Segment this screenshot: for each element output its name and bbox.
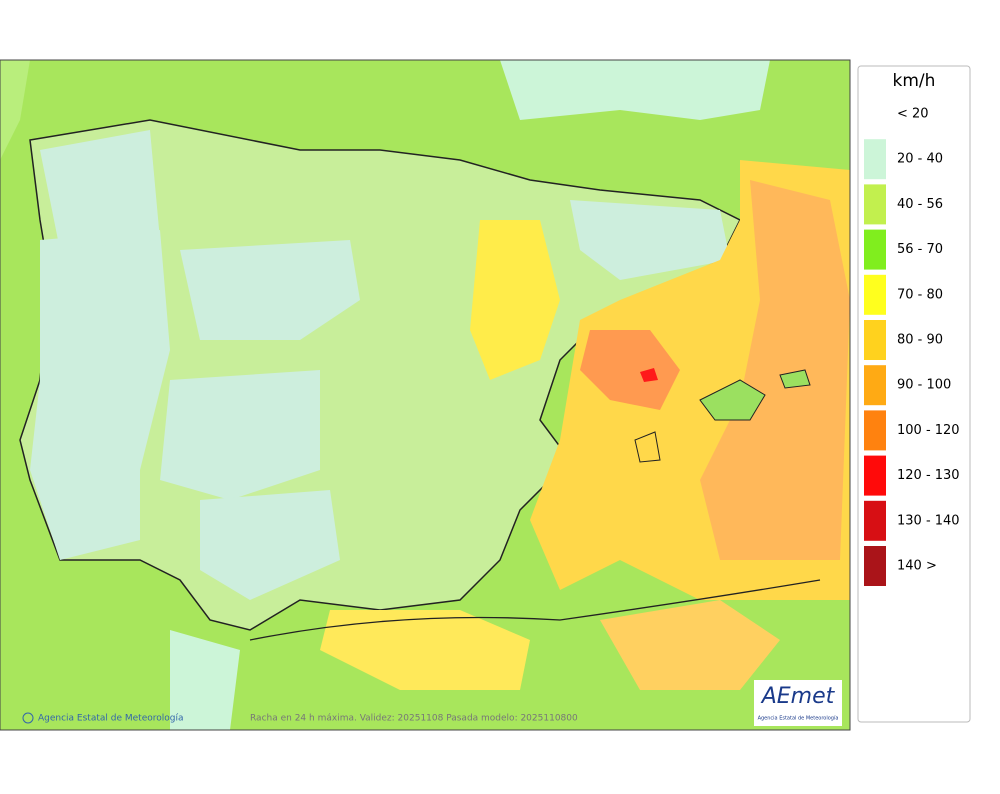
legend-swatch xyxy=(864,546,886,586)
legend-swatch xyxy=(864,365,886,406)
legend-swatch xyxy=(864,320,886,360)
logo-subtitle: Agencia Estatal de Meteorología xyxy=(758,715,839,722)
map: Agencia Estatal de Meteorología Racha en… xyxy=(0,59,851,731)
logo-box xyxy=(754,680,842,726)
caption: Racha en 24 h máxima. Validez: 20251108 … xyxy=(250,714,578,724)
portugal-calm xyxy=(30,230,170,560)
legend-swatch xyxy=(864,229,886,270)
legend-swatch xyxy=(864,500,886,541)
map-frame xyxy=(0,59,851,731)
legend: km/h < 20 20 - 40 40 - 56 56 - 70 70 - 80 80 … xyxy=(857,65,971,723)
copyright-icon xyxy=(22,712,34,724)
legend-label: 90 - 100 xyxy=(897,378,951,393)
very-strong-wind xyxy=(580,330,680,410)
very-strong-wind xyxy=(700,180,850,560)
legend-swatch xyxy=(864,184,886,225)
strong-wind xyxy=(470,220,560,380)
legend-label: < 20 xyxy=(897,107,929,122)
legend-swatch xyxy=(864,410,886,451)
legend-swatch xyxy=(864,139,886,180)
logo-name: AEmet xyxy=(760,684,836,709)
calm-area xyxy=(40,130,160,250)
sea xyxy=(0,60,30,160)
ibiza xyxy=(634,431,661,463)
menorca xyxy=(779,369,811,389)
calm-area xyxy=(180,240,360,340)
legend-swatch xyxy=(864,94,886,134)
strong-wind xyxy=(600,600,780,690)
legend-label: 70 - 80 xyxy=(897,287,943,302)
legend-label: 140 > xyxy=(897,559,937,574)
legend-label: 100 - 120 xyxy=(897,423,960,438)
legend-title: km/h xyxy=(893,71,936,91)
legend-swatch xyxy=(864,274,886,315)
africa-coast xyxy=(249,579,821,641)
legend-label: 120 - 130 xyxy=(897,468,960,483)
mallorca xyxy=(699,379,766,421)
sea-calm xyxy=(500,60,770,120)
calm-area xyxy=(570,200,730,280)
calm-area xyxy=(160,370,320,500)
legend-label: 130 - 140 xyxy=(897,513,960,528)
legend-label: 80 - 90 xyxy=(897,333,943,348)
gust-max xyxy=(640,368,658,382)
strong-wind xyxy=(320,610,530,690)
calm-area xyxy=(200,490,340,600)
calm-area xyxy=(170,630,240,730)
legend-swatch xyxy=(864,455,886,496)
legend-label: 20 - 40 xyxy=(897,152,943,167)
legend-label: 40 - 56 xyxy=(897,197,943,212)
credit: Agencia Estatal de Meteorología xyxy=(38,714,184,724)
legend-label: 56 - 70 xyxy=(897,242,943,257)
